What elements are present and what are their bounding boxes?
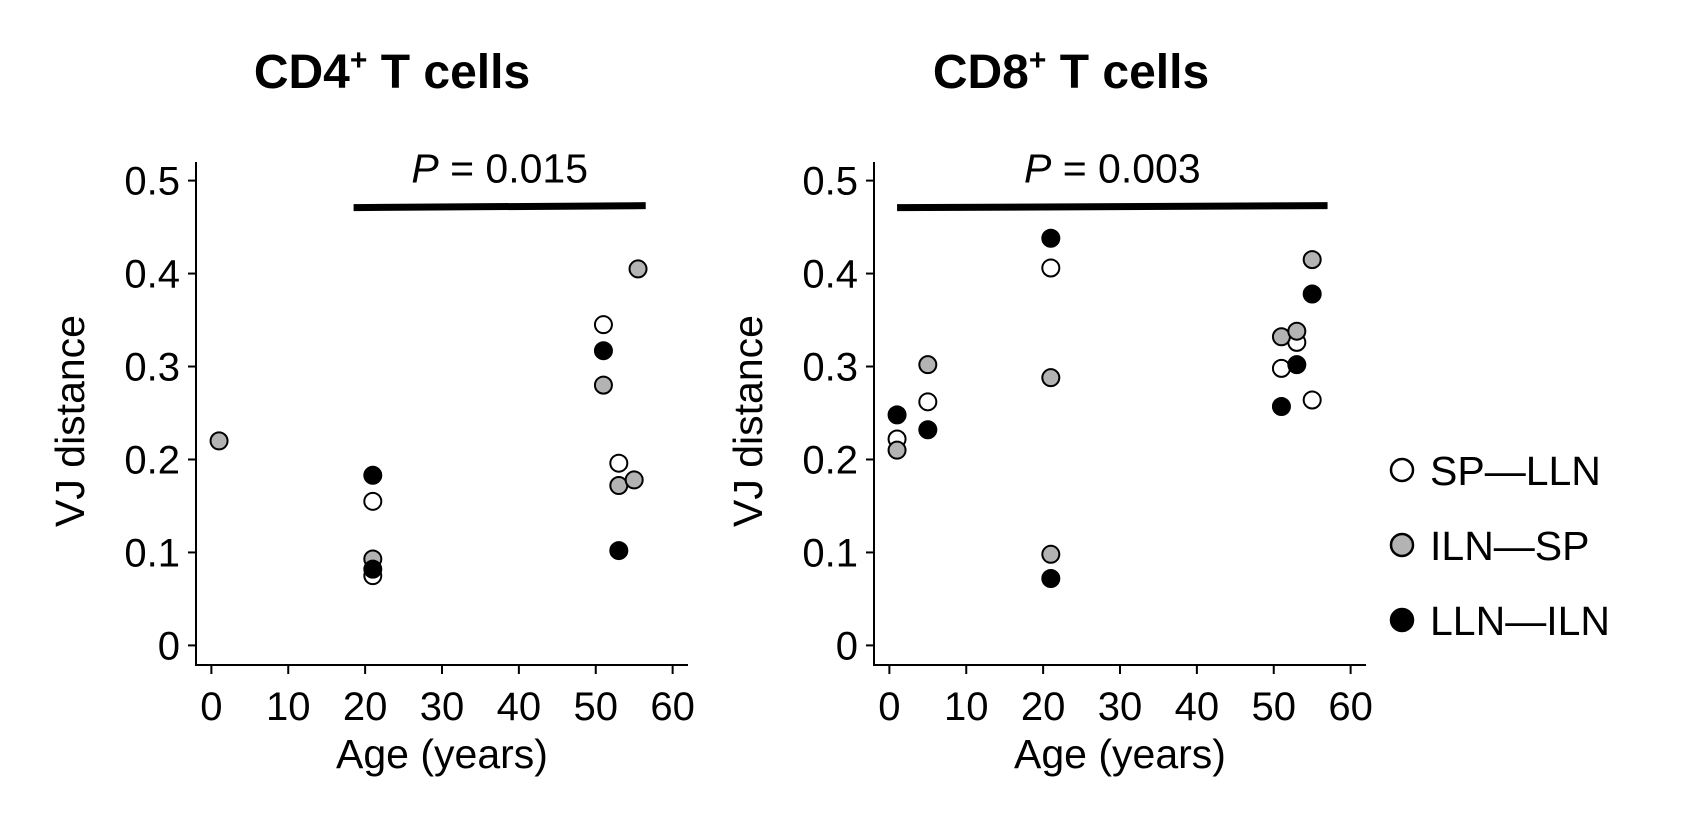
x-tick-label: 10 — [266, 685, 311, 729]
point-iln-sp — [209, 431, 229, 451]
x-axis-label: Age (years) — [336, 731, 548, 777]
point-sp-lln — [1271, 358, 1291, 378]
point-lln-iln — [887, 405, 907, 425]
p-value-label: P = 0.015 — [411, 146, 588, 192]
point-sp-lln — [918, 392, 938, 412]
panel-cd4: CD4+ T cells 0 0.1 0.2 0.3 0.4 0.5 0 10 20 30 40 50 6… — [47, 44, 695, 777]
legend-label-lln-iln: LLN—ILN — [1430, 598, 1610, 644]
y-tick-label: 0.4 — [124, 253, 180, 297]
x-tick-label: 40 — [497, 685, 542, 729]
point-sp-lln — [363, 491, 383, 511]
point-iln-sp — [1287, 321, 1307, 341]
legend-marker-lln-iln — [1389, 607, 1415, 633]
x-tick-label: 60 — [650, 685, 695, 729]
x-tick-label: 30 — [1098, 685, 1143, 729]
y-tick-label: 0.3 — [124, 346, 180, 390]
significance-bar — [353, 202, 646, 212]
x-tick-label: 0 — [200, 685, 222, 729]
point-lln-iln — [593, 341, 613, 361]
panel-title: CD8+ T cells — [933, 44, 1209, 99]
y-tick-label: 0 — [158, 624, 180, 668]
y-tick-label: 0.3 — [802, 346, 858, 390]
legend: SP—LLN ILN—SP LLN—ILN — [1389, 448, 1610, 644]
y-axis-label: VJ distance — [725, 315, 771, 527]
y-tick-label: 0.2 — [802, 438, 858, 482]
point-sp-lln — [609, 453, 629, 473]
point-lln-iln — [1041, 228, 1061, 248]
x-tick-label: 20 — [1021, 685, 1066, 729]
point-iln-sp — [1041, 368, 1061, 388]
point-lln-iln — [1271, 396, 1291, 416]
point-lln-iln — [609, 541, 629, 561]
y-tick-label: 0.2 — [124, 438, 180, 482]
point-lln-iln — [918, 420, 938, 440]
x-axis-label: Age (years) — [1014, 731, 1226, 777]
point-iln-sp — [918, 355, 938, 375]
point-iln-sp — [1041, 544, 1061, 564]
panel-title: CD4+ T cells — [254, 44, 530, 99]
significance-bar — [897, 202, 1328, 212]
point-iln-sp — [887, 440, 907, 460]
y-tick-label: 0.1 — [802, 531, 858, 575]
y-axis-label: VJ distance — [47, 315, 93, 527]
p-value-label: P = 0.003 — [1024, 146, 1201, 192]
y-tick-label: 0.1 — [124, 531, 180, 575]
panel-cd8: CD8+ T cells 0 0.1 0.2 0.3 0.4 0.5 0 10 20 30 40 50 6… — [725, 44, 1373, 777]
y-tick-label: 0.5 — [124, 160, 180, 204]
point-sp-lln — [1041, 258, 1061, 278]
x-tick-label: 10 — [944, 685, 989, 729]
legend-marker-iln-sp — [1389, 532, 1415, 558]
x-tick-label: 40 — [1175, 685, 1220, 729]
point-iln-sp — [624, 470, 644, 490]
legend-label-sp-lln: SP—LLN — [1430, 448, 1601, 494]
y-tick-label: 0.5 — [802, 160, 858, 204]
x-tick-label: 0 — [878, 685, 900, 729]
x-tick-label: 50 — [1252, 685, 1297, 729]
point-iln-sp — [593, 375, 613, 395]
legend-marker-sp-lln — [1389, 457, 1415, 483]
point-lln-iln — [363, 465, 383, 485]
x-tick-label: 50 — [574, 685, 619, 729]
point-iln-sp — [1302, 250, 1322, 270]
point-iln-sp — [628, 259, 648, 279]
point-lln-iln — [1287, 355, 1307, 375]
point-lln-iln — [363, 559, 383, 579]
point-sp-lln — [593, 315, 613, 335]
x-tick-label: 20 — [343, 685, 388, 729]
point-sp-lln — [1302, 390, 1322, 410]
x-tick-label: 30 — [420, 685, 465, 729]
x-tick-label: 60 — [1328, 685, 1373, 729]
point-lln-iln — [1302, 284, 1322, 304]
y-tick-label: 0.4 — [802, 253, 858, 297]
point-lln-iln — [1041, 568, 1061, 588]
y-tick-label: 0 — [836, 624, 858, 668]
legend-label-iln-sp: ILN—SP — [1430, 523, 1590, 569]
